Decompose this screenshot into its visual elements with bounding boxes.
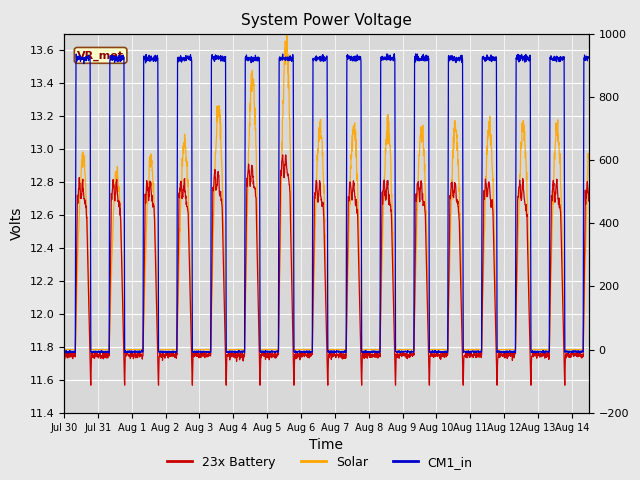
Text: VR_met: VR_met <box>77 50 124 60</box>
Y-axis label: Volts: Volts <box>10 206 24 240</box>
Title: System Power Voltage: System Power Voltage <box>241 13 412 28</box>
X-axis label: Time: Time <box>309 438 344 452</box>
Legend: 23x Battery, Solar, CM1_in: 23x Battery, Solar, CM1_in <box>163 451 477 474</box>
